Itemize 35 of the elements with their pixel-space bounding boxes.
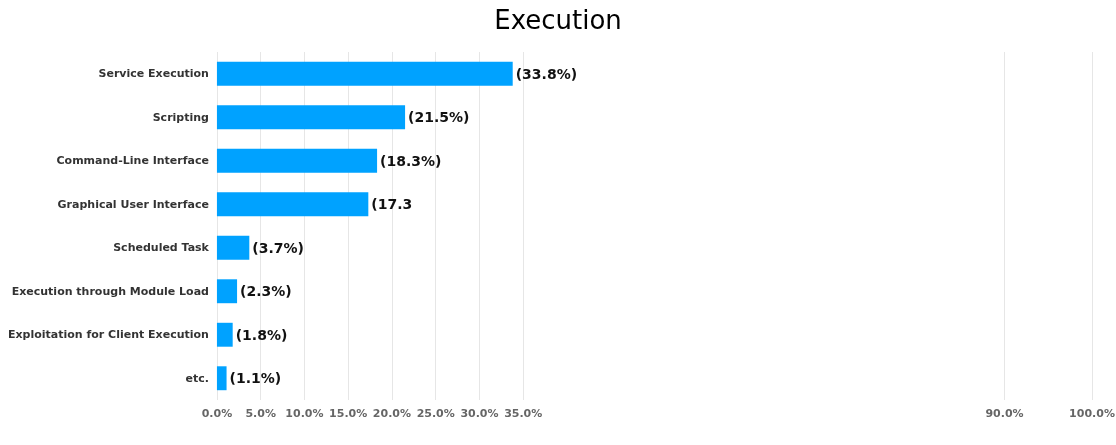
bar	[216, 148, 378, 173]
x-tick-label: 0.0%	[201, 407, 233, 420]
y-tick-label: Graphical User Interface	[57, 197, 209, 211]
data-label: (21.5%)	[408, 109, 470, 126]
bar	[216, 192, 369, 217]
data-label: (3.7%)	[252, 239, 304, 256]
y-tick-label: Exploitation for Client Execution	[7, 328, 209, 342]
x-tick-label: 10.0%	[285, 407, 324, 420]
data-label: (33.8%)	[515, 65, 578, 82]
x-tick-label: 20.0%	[372, 407, 412, 420]
y-tick-label: Service Execution	[98, 67, 209, 81]
y-tick-label: etc.	[185, 371, 209, 385]
x-tick-label: 5.0%	[245, 407, 276, 420]
bar	[216, 105, 406, 130]
x-tick-label: 15.0%	[329, 407, 368, 420]
y-tick-label: Scripting	[152, 110, 209, 124]
bar	[216, 61, 513, 86]
data-label: (1.1%)	[229, 370, 282, 387]
x-tick-label: 100.0%	[1069, 407, 1115, 420]
y-tick-label: Scheduled Task	[113, 241, 210, 255]
bar	[216, 279, 238, 304]
x-tick-label: 30.0%	[460, 407, 499, 420]
data-label: (18.3%)	[380, 152, 442, 169]
data-label: (17.3	[371, 196, 413, 213]
x-tick-label: 90.0%	[985, 407, 1024, 420]
data-label: (2.3%)	[240, 283, 292, 300]
y-tick-label: Command-Line Interface	[56, 154, 209, 168]
bar	[216, 366, 227, 391]
bar	[216, 322, 233, 347]
x-tick-label: 25.0%	[416, 407, 455, 420]
data-label: (1.8%)	[235, 326, 288, 343]
y-tick-label: Execution through Module Load	[11, 284, 209, 298]
bar	[216, 235, 250, 260]
chart-title: Execution	[494, 5, 622, 35]
x-tick-label: 35.0%	[504, 407, 543, 420]
